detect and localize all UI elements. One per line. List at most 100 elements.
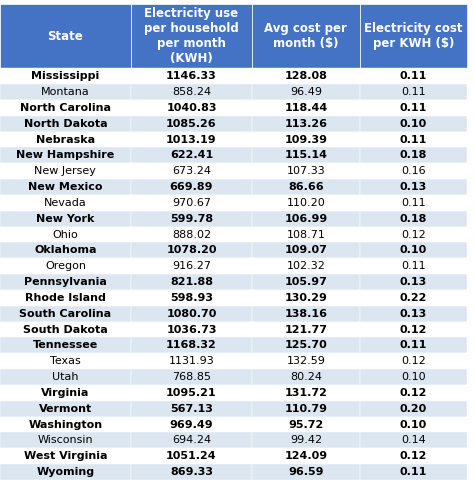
Text: 121.77: 121.77 [284,324,328,335]
Text: 0.11: 0.11 [400,467,427,477]
Bar [0,84,131,100]
Text: 125.70: 125.70 [284,340,327,350]
Text: 0.18: 0.18 [400,150,427,160]
Bar [0,147,131,163]
Text: Virginia: Virginia [41,388,90,398]
Text: 131.72: 131.72 [284,388,328,398]
Bar [360,464,467,480]
Text: Mississippi: Mississippi [31,71,100,81]
Text: Ohio: Ohio [53,229,78,240]
Text: Oklahoma: Oklahoma [34,245,97,255]
Bar [0,290,131,306]
Text: 0.12: 0.12 [400,388,427,398]
Bar [252,417,360,432]
Bar [131,68,252,84]
Bar [131,290,252,306]
Text: North Carolina: North Carolina [20,103,111,113]
Text: 821.88: 821.88 [170,277,213,287]
Text: South Dakota: South Dakota [23,324,108,335]
Text: 1095.21: 1095.21 [166,388,217,398]
Bar [0,448,131,464]
Text: 86.66: 86.66 [288,182,324,192]
Bar [131,274,252,290]
Text: New Mexico: New Mexico [28,182,103,192]
Bar [131,432,252,448]
Text: 106.99: 106.99 [284,214,328,224]
Text: 108.71: 108.71 [286,229,325,240]
Text: 96.59: 96.59 [288,467,324,477]
Text: 0.14: 0.14 [401,435,426,445]
Bar [360,274,467,290]
Text: 0.12: 0.12 [401,356,426,366]
Text: 1078.20: 1078.20 [166,245,217,255]
Bar [360,4,467,68]
Text: 599.78: 599.78 [170,214,213,224]
Bar [0,417,131,432]
Bar [252,337,360,353]
Text: 888.02: 888.02 [172,229,211,240]
Bar [252,132,360,147]
Text: 1040.83: 1040.83 [166,103,217,113]
Text: 669.89: 669.89 [170,182,213,192]
Bar [131,322,252,337]
Bar [0,258,131,274]
Bar [0,211,131,227]
Text: 128.08: 128.08 [284,71,328,81]
Text: 1131.93: 1131.93 [169,356,214,366]
Text: 102.32: 102.32 [286,261,325,271]
Bar [252,116,360,132]
Text: Nevada: Nevada [44,198,87,208]
Bar [131,132,252,147]
Bar [131,242,252,258]
Bar [131,306,252,322]
Bar [360,369,467,385]
Text: 0.11: 0.11 [400,71,427,81]
Bar [360,448,467,464]
Bar [252,464,360,480]
Bar [252,274,360,290]
Bar [0,227,131,242]
Text: 0.11: 0.11 [400,340,427,350]
Bar [0,385,131,401]
Text: 0.13: 0.13 [400,309,427,319]
Text: 80.24: 80.24 [290,372,322,382]
Bar [360,132,467,147]
Bar [0,322,131,337]
Text: 0.10: 0.10 [401,372,426,382]
Text: West Virginia: West Virginia [24,451,107,461]
Text: 96.49: 96.49 [290,87,322,97]
Text: Oregon: Oregon [45,261,86,271]
Bar [131,337,252,353]
Bar [252,227,360,242]
Text: Rhode Island: Rhode Island [25,293,106,303]
Text: Nebraska: Nebraska [36,134,95,144]
Text: Electricity cost
per KWH ($): Electricity cost per KWH ($) [364,22,463,50]
Bar [131,353,252,369]
Bar [131,4,252,68]
Text: 1051.24: 1051.24 [166,451,217,461]
Text: 0.10: 0.10 [400,245,427,255]
Text: 1080.70: 1080.70 [166,309,217,319]
Text: 124.09: 124.09 [284,451,328,461]
Text: 1013.19: 1013.19 [166,134,217,144]
Text: Utah: Utah [52,372,79,382]
Text: South Carolina: South Carolina [19,309,111,319]
Text: 969.49: 969.49 [170,420,213,430]
Bar [0,100,131,116]
Bar [360,211,467,227]
Bar [131,401,252,417]
Bar [131,116,252,132]
Text: 115.14: 115.14 [284,150,328,160]
Bar [360,401,467,417]
Bar [252,242,360,258]
Bar [252,147,360,163]
Bar [131,448,252,464]
Bar [0,195,131,211]
Text: 109.39: 109.39 [284,134,328,144]
Text: New Hampshire: New Hampshire [16,150,115,160]
Bar [131,211,252,227]
Bar [360,353,467,369]
Bar [131,100,252,116]
Bar [0,4,131,68]
Bar [0,337,131,353]
